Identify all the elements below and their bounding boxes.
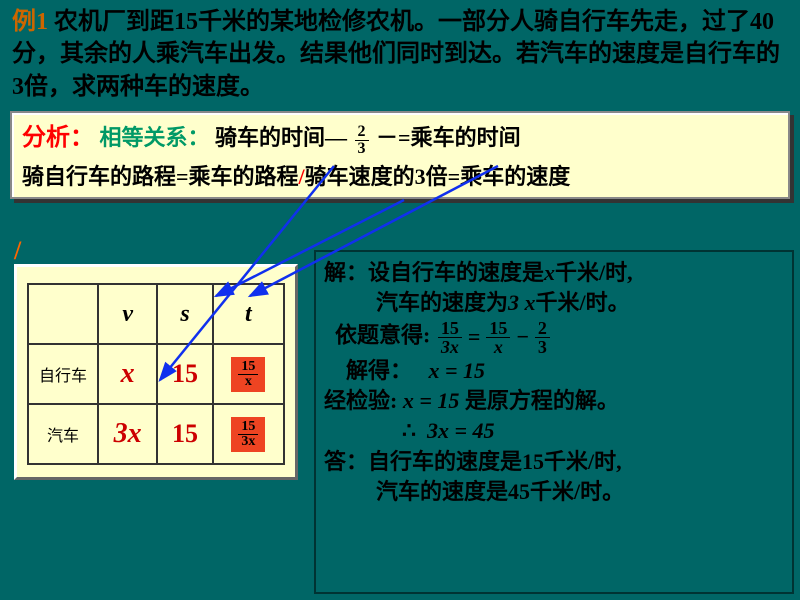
car-t: 15 3x [213,404,284,464]
solution-line2: 汽车的速度为3 x千米/时。 [324,288,784,318]
bike-s: 15 [172,359,198,388]
relation-label: 相等关系： [100,125,210,150]
solution-answer-line2: 汽车的速度是45千米/时。 [324,477,784,507]
table-row: 自行车 x 15 15 x [28,344,284,404]
solution-line1: 解：设自行车的速度是x千米/时, [324,258,784,288]
problem-statement: 例1 农机厂到距15千米的某地检修农机。一部分人骑自行车先走，过了40分，其余的… [0,0,800,107]
bike-t: 15 x [213,344,284,404]
solution-answer-line1: 答：自行车的速度是15千米/时, [324,447,784,477]
relation-before: 骑车的时间— [215,125,347,150]
table-row: 汽车 3x 15 15 3x [28,404,284,464]
vst-table-panel: v s t 自行车 x 15 15 x 汽车 3x 15 15 3x [14,264,298,480]
analysis-line2: 骑自行车的路程=乘车的路程/骑车速度的3倍=乘车的速度 [22,159,778,191]
analysis-panel: 分析： 相等关系： 骑车的时间— 2 3 －=乘车的时间 骑自行车的路程=乘车的… [10,111,790,198]
analysis-label: 分析： [22,125,94,151]
col-t: t [213,284,284,344]
row-bike-label: 自行车 [28,344,98,404]
main-equation: 153x = 15x − 23 [436,319,552,356]
car-s: 15 [172,419,198,448]
solution-solve-line: 解得： x = 15 [324,356,784,386]
solution-verify-line: 经检验: x = 15 是原方程的解。 [324,386,784,416]
solution-therefore-line: ∴ 3x = 45 [324,416,784,446]
car-v: 3x [114,418,142,449]
relation-after: －=乘车的时间 [376,125,521,150]
solution-equation-line: 依题意得: 153x = 15x − 23 [324,319,784,356]
col-v: v [98,284,157,344]
bike-v: x [121,358,135,389]
table-header-row: v s t [28,284,284,344]
stray-slash: / [14,236,21,266]
solve-eq: x = 15 [429,358,486,383]
col-s: s [157,284,212,344]
vst-table: v s t 自行车 x 15 15 x 汽车 3x 15 15 3x [27,283,285,465]
example-label: 例1 [12,9,48,35]
solution-panel: 解：设自行车的速度是x千米/时, 汽车的速度为3 x千米/时。 依题意得: 15… [314,250,794,594]
relation-fraction: 2 3 [355,124,369,157]
row-car-label: 汽车 [28,404,98,464]
problem-text: 农机厂到距15千米的某地检修农机。一部分人骑自行车先走，过了40分，其余的人乘汽… [12,9,780,100]
